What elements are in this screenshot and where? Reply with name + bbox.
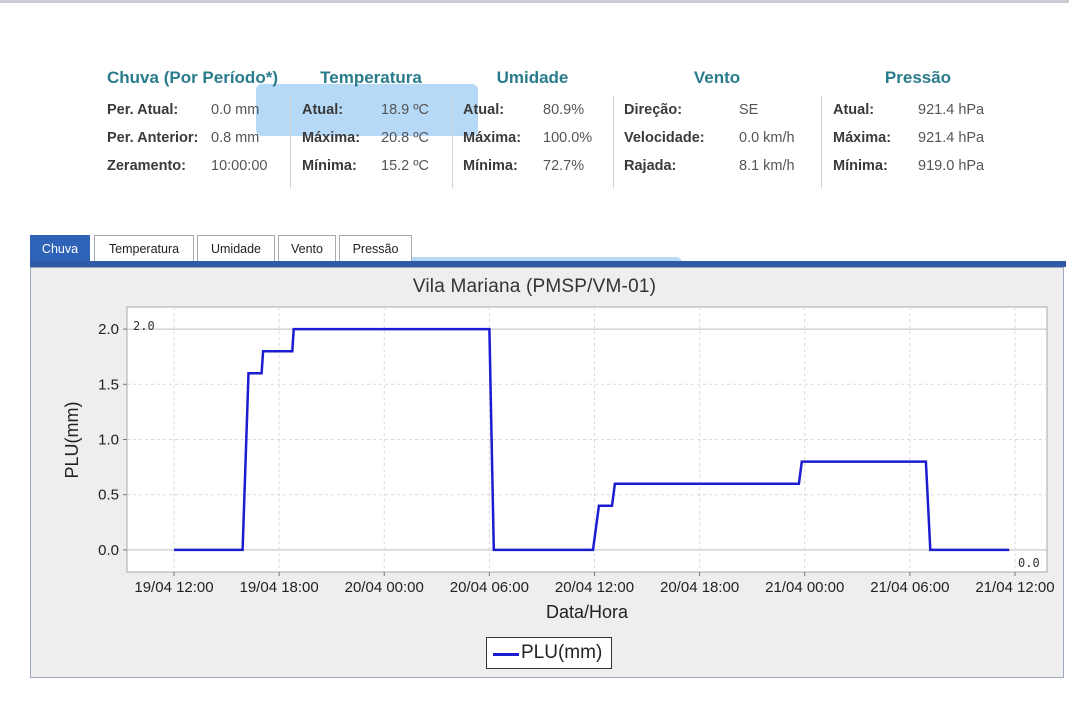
x-tick-label: 21/04 12:00 [975, 579, 1054, 596]
annotation-max: 2.0 [133, 319, 155, 333]
group-title-temperatura: Temperatura [320, 68, 422, 87]
label: Per. Atual: [107, 102, 179, 118]
value: 100.0% [543, 130, 593, 146]
group-umidade: Umidade Atual: 80.9% Máxima: 100.0% Mínima… [452, 68, 613, 188]
value: 80.9% [543, 102, 585, 118]
tab-vento[interactable]: Vento [278, 235, 336, 261]
value: 10:00:00 [211, 158, 268, 174]
label: Máxima: [833, 130, 892, 146]
value: 8.1 km/h [739, 158, 795, 174]
value: 20.8 ºC [381, 130, 430, 146]
value: SE [739, 102, 759, 118]
label: Máxima: [302, 130, 361, 146]
legend-swatch [493, 653, 519, 656]
tab-bar [30, 261, 1066, 267]
x-tick-label: 19/04 18:00 [240, 579, 319, 596]
group-chuva: Chuva (Por Período*) Per. Atual: 0.0 mm P… [95, 68, 290, 188]
value: 919.0 hPa [918, 158, 985, 174]
y-tick-label: 0.5 [98, 487, 119, 504]
x-axis: 19/04 12:00 19/04 18:00 20/04 00:00 20/04 0… [134, 572, 1055, 596]
x-tick-label: 19/04 12:00 [134, 579, 213, 596]
label: Zeramento: [107, 158, 186, 174]
group-temperatura: Temperatura Atual: 18.9 ºC Máxima: 20.8 ºC… [290, 68, 452, 188]
y-tick-label: 2.0 [98, 321, 119, 338]
x-tick-label: 21/04 00:00 [765, 579, 844, 596]
station-summary: Chuva (Por Período*) Per. Atual: 0.0 mm P… [95, 68, 1015, 188]
value: 0.0 km/h [739, 130, 795, 146]
label: Atual: [833, 102, 875, 118]
label: Velocidade: [624, 130, 705, 146]
chart-legend: PLU(mm) [486, 637, 612, 669]
group-title-chuva: Chuva (Por Período*) [107, 68, 278, 87]
x-axis-label: Data/Hora [546, 602, 629, 622]
y-tick-label: 0.0 [98, 542, 119, 559]
group-pressao: Pressão Atual: 921.4 hPa Máxima: 921.4 hPa… [821, 68, 1015, 188]
grid [127, 307, 1047, 572]
label: Atual: [463, 102, 505, 118]
label: Máxima: [463, 130, 522, 146]
label: Mínima: [463, 158, 518, 174]
series-line-plu [174, 327, 1010, 552]
label: Rajada: [624, 158, 677, 174]
value: 18.9 ºC [381, 102, 430, 118]
legend-label: PLU(mm) [521, 642, 603, 663]
y-axis-label: PLU(mm) [62, 402, 82, 479]
y-tick-label: 1.0 [98, 432, 119, 449]
group-title-vento: Vento [693, 68, 741, 87]
top-rule [0, 0, 1069, 3]
value: 921.4 hPa [918, 102, 985, 118]
chart-title: Vila Mariana (PMSP/VM-01) [412, 276, 657, 297]
x-tick-label: 20/04 06:00 [450, 579, 529, 596]
label: Mínima: [302, 158, 357, 174]
group-vento: Vento Direção: SE Velocidade: 0.0 km/h Raj… [613, 68, 821, 188]
value: 0.8 mm [211, 130, 260, 146]
value: 15.2 ºC [381, 158, 430, 174]
y-tick-label: 1.5 [98, 376, 119, 393]
label: Direção: [624, 102, 683, 118]
tab-temperatura[interactable]: Temperatura [94, 235, 194, 261]
x-tick-label: 21/04 06:00 [870, 579, 949, 596]
x-tick-label: 20/04 00:00 [345, 579, 424, 596]
label: Atual: [302, 102, 344, 118]
group-title-umidade: Umidade [496, 68, 569, 87]
tab-chuva[interactable]: Chuva [30, 235, 90, 263]
group-title-pressao: Pressão [884, 68, 952, 87]
label: Per. Anterior: [107, 130, 199, 146]
tab-pressao[interactable]: Pressão [339, 235, 412, 261]
value: 72.7% [543, 158, 585, 174]
x-tick-label: 20/04 18:00 [660, 579, 739, 596]
y-axis: 0.0 0.5 1.0 1.5 2.0 [98, 321, 127, 559]
value: 0.0 mm [211, 102, 260, 118]
value: 921.4 hPa [918, 130, 985, 146]
tab-umidade[interactable]: Umidade [197, 235, 275, 261]
highlight-mark [256, 84, 478, 136]
annotation-last: 0.0 [1018, 556, 1040, 570]
label: Mínima: [833, 158, 888, 174]
x-tick-label: 20/04 12:00 [555, 579, 634, 596]
